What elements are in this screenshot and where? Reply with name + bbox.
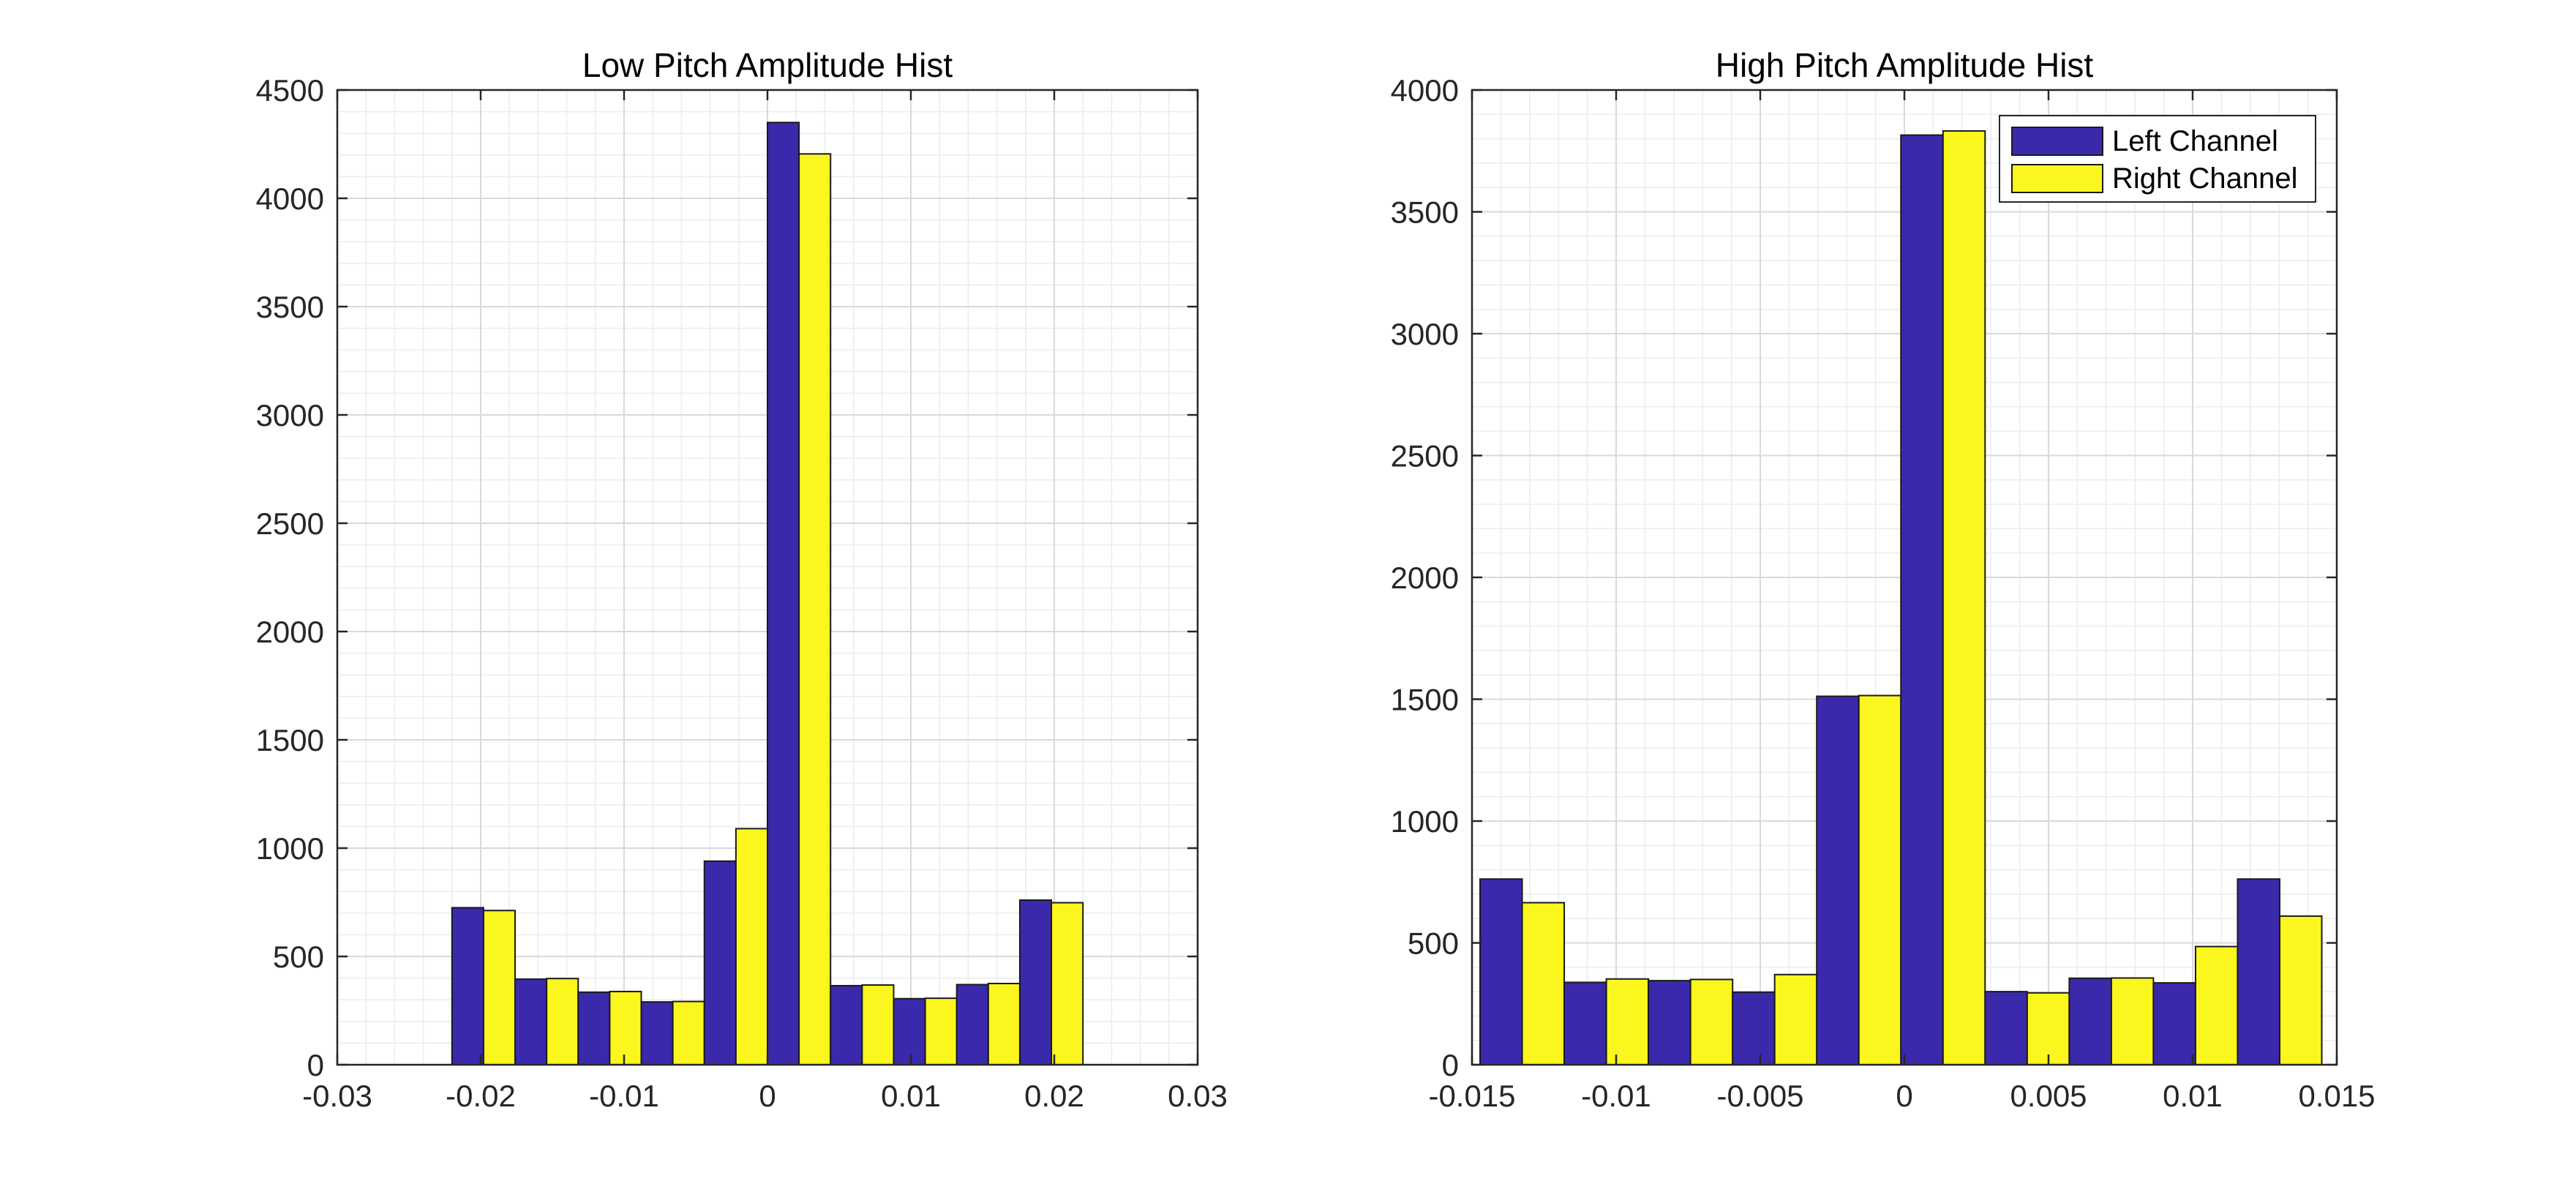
bar-right-channel xyxy=(2278,915,2323,1065)
y-tick-label: 1500 xyxy=(256,723,324,757)
bar-left-channel xyxy=(1479,878,1523,1066)
chart-title: Low Pitch Amplitude Hist xyxy=(582,46,953,84)
x-tick-label: 0 xyxy=(759,1079,776,1113)
bar-right-channel xyxy=(482,910,517,1066)
bar-left-channel xyxy=(1648,980,1691,1065)
x-tick-label: -0.015 xyxy=(1428,1079,1515,1113)
y-tick-label: 4000 xyxy=(256,181,324,216)
y-tick-label: 2500 xyxy=(1391,439,1459,473)
x-tick-label: 0.01 xyxy=(881,1079,941,1113)
bar-left-channel xyxy=(577,991,611,1065)
bar-right-channel xyxy=(861,984,895,1066)
bar-right-channel xyxy=(2110,977,2155,1066)
high-pitch-histogram: High Pitch Amplitude Hist -0.015 -0.01 -0.… xyxy=(1391,46,2376,1113)
bar-left-channel xyxy=(893,997,926,1065)
legend-label: Right Channel xyxy=(2112,162,2298,195)
x-tick-label: -0.03 xyxy=(302,1079,372,1113)
bar-right-channel xyxy=(546,978,579,1066)
bar-left-channel xyxy=(1563,981,1607,1066)
x-tick-label: 0.005 xyxy=(2010,1079,2087,1113)
y-tick-label: 0 xyxy=(1442,1048,1459,1082)
bar-right-channel xyxy=(609,990,642,1066)
y-tick-label: 1500 xyxy=(1391,683,1459,717)
bar-left-channel xyxy=(1816,695,1860,1066)
legend-swatch-left-channel xyxy=(2011,127,2103,156)
bar-left-channel xyxy=(1018,899,1053,1066)
x-tick-label: -0.02 xyxy=(446,1079,516,1113)
y-tick-label: 3000 xyxy=(256,398,324,432)
bar-right-channel xyxy=(798,153,832,1066)
y-tick-label: 3500 xyxy=(256,290,324,324)
bar-left-channel xyxy=(451,907,484,1066)
y-tick-label: 2500 xyxy=(256,506,324,541)
bar-left-channel xyxy=(2152,982,2196,1066)
bars xyxy=(1479,130,2323,1066)
bar-right-channel xyxy=(1521,902,1566,1066)
y-tick-label: 2000 xyxy=(256,615,324,649)
bar-right-channel xyxy=(924,997,958,1066)
bar-right-channel xyxy=(1051,902,1084,1066)
bar-left-channel xyxy=(1984,991,2028,1065)
x-tick-label: -0.005 xyxy=(1716,1079,1803,1113)
bar-right-channel xyxy=(1942,130,1986,1066)
x-tick-label: 0.015 xyxy=(2298,1079,2375,1113)
bar-right-channel xyxy=(2026,992,2070,1066)
y-tick-label: 3000 xyxy=(1391,317,1459,351)
bar-left-channel xyxy=(1900,134,1944,1066)
y-tick-label: 0 xyxy=(307,1048,324,1082)
bar-left-channel xyxy=(1732,991,1776,1065)
y-tick-label: 500 xyxy=(273,940,324,974)
bar-right-channel xyxy=(1858,694,1902,1065)
x-tick-label: 0.02 xyxy=(1024,1079,1084,1113)
legend: Left Channel Right Channel xyxy=(1999,115,2316,203)
bar-right-channel xyxy=(1605,978,1650,1066)
y-tick-label: 4000 xyxy=(1391,73,1459,108)
bar-left-channel xyxy=(2237,878,2280,1066)
y-tick-label: 3500 xyxy=(1391,195,1459,230)
legend-swatch-right-channel xyxy=(2011,164,2103,193)
bar-left-channel xyxy=(830,984,863,1065)
x-tick-label: -0.01 xyxy=(1581,1079,1651,1113)
bar-right-channel xyxy=(1773,973,1818,1066)
y-tick-label: 1000 xyxy=(256,831,324,866)
bar-right-channel xyxy=(987,983,1021,1065)
x-tick-label: -0.01 xyxy=(589,1079,659,1113)
bar-right-channel xyxy=(672,1000,705,1065)
bar-left-channel xyxy=(640,1001,674,1066)
bars xyxy=(451,121,1084,1066)
y-tick-label: 2000 xyxy=(1391,561,1459,595)
bar-left-channel xyxy=(703,860,737,1065)
bar-left-channel xyxy=(2068,977,2112,1066)
bar-left-channel xyxy=(767,121,800,1065)
ticks: -0.015 -0.01 -0.005 0 0.005 0.01 0.015 0 500 1000… xyxy=(1391,73,2376,1113)
legend-label: Left Channel xyxy=(2112,125,2278,157)
y-tick-label: 500 xyxy=(1408,926,1459,961)
y-tick-label: 1000 xyxy=(1391,804,1459,839)
bar-right-channel xyxy=(1689,978,1734,1065)
chart-title: High Pitch Amplitude Hist xyxy=(1716,46,2094,84)
bar-right-channel xyxy=(2194,945,2239,1065)
x-tick-label: 0 xyxy=(1896,1079,1912,1113)
ticks: -0.03 -0.02 -0.01 0 0.01 0.02 0.03 0 500 1000 1500… xyxy=(256,73,1228,1113)
bar-left-channel xyxy=(514,978,548,1065)
bar-right-channel xyxy=(735,828,769,1065)
low-pitch-histogram: Low Pitch Amplitude Hist -0.03 -0.02 -0.01… xyxy=(256,46,1228,1113)
x-tick-label: 0.03 xyxy=(1168,1079,1228,1113)
y-tick-label: 4500 xyxy=(256,73,324,108)
bar-left-channel xyxy=(955,984,989,1065)
x-tick-label: 0.01 xyxy=(2163,1079,2223,1113)
